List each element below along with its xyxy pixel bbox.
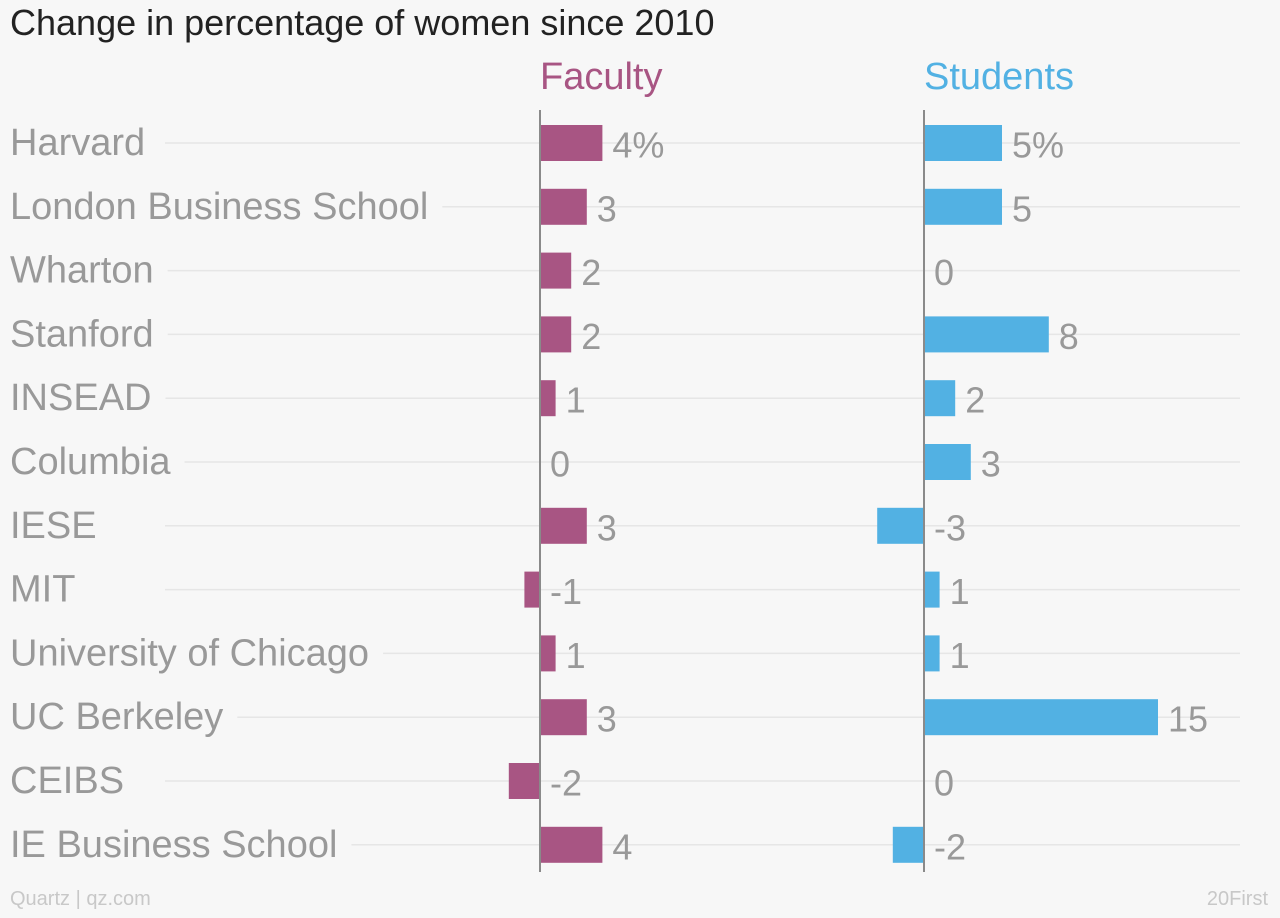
value-label: 2 xyxy=(581,252,601,293)
value-label: 5 xyxy=(1012,188,1032,229)
category-label: Harvard xyxy=(10,122,145,164)
value-label: 1 xyxy=(950,571,970,612)
bar-faculty xyxy=(540,125,603,161)
value-label: 2 xyxy=(965,380,985,421)
value-label: 5% xyxy=(1012,125,1064,166)
bar-faculty xyxy=(540,699,587,736)
bar-faculty xyxy=(540,826,603,863)
series-header-students: Students xyxy=(924,56,1074,98)
category-label: IE Business School xyxy=(10,824,337,866)
bar-students xyxy=(924,635,940,672)
bar-students xyxy=(924,699,1158,736)
value-label: 0 xyxy=(550,444,570,485)
value-label: 3 xyxy=(981,444,1001,485)
category-label: Stanford xyxy=(10,313,154,355)
category-label: CEIBS xyxy=(10,760,124,802)
value-label: 0 xyxy=(934,763,954,804)
value-label: 15 xyxy=(1168,699,1208,740)
bar-faculty xyxy=(540,188,587,225)
bar-faculty xyxy=(540,380,556,417)
chart-title: Change in percentage of women since 2010 xyxy=(10,2,715,43)
category-label: INSEAD xyxy=(10,377,151,419)
category-label: Columbia xyxy=(10,441,171,483)
bar-faculty xyxy=(508,763,540,799)
category-label: Wharton xyxy=(10,250,154,292)
value-label: 4 xyxy=(612,826,632,867)
value-label: -3 xyxy=(934,507,966,548)
value-label: 1 xyxy=(566,635,586,676)
category-label: University of Chicago xyxy=(10,632,369,674)
value-label: 3 xyxy=(597,507,617,548)
bar-faculty xyxy=(540,252,572,289)
value-label: -1 xyxy=(550,571,582,612)
bar-students xyxy=(924,316,1049,353)
value-label: 4% xyxy=(612,125,664,166)
category-label: London Business School xyxy=(10,186,428,228)
bar-faculty xyxy=(540,507,587,544)
value-label: 8 xyxy=(1059,316,1079,357)
category-label: IESE xyxy=(10,505,97,547)
category-label: UC Berkeley xyxy=(10,696,223,738)
value-label: 3 xyxy=(597,699,617,740)
bar-faculty xyxy=(540,635,556,672)
value-label: -2 xyxy=(550,763,582,804)
bar-students xyxy=(924,444,971,480)
bar-students xyxy=(892,826,924,863)
value-label: 2 xyxy=(581,316,601,357)
bar-faculty xyxy=(540,316,572,353)
data-credit: 20First xyxy=(1206,888,1268,910)
bar-students xyxy=(924,571,940,608)
bar-students xyxy=(877,507,924,544)
series-header-faculty: Faculty xyxy=(540,56,662,98)
value-label: 0 xyxy=(934,252,954,293)
bar-students xyxy=(924,188,1002,225)
source-credit: Quartz | qz.com xyxy=(10,888,151,910)
value-label: 3 xyxy=(597,188,617,229)
bar-students xyxy=(924,125,1002,161)
value-label: 1 xyxy=(950,635,970,676)
bar-faculty xyxy=(524,571,540,608)
value-label: -2 xyxy=(934,826,966,867)
category-label: MIT xyxy=(10,569,75,611)
bar-students xyxy=(924,380,956,417)
value-label: 1 xyxy=(566,380,586,421)
